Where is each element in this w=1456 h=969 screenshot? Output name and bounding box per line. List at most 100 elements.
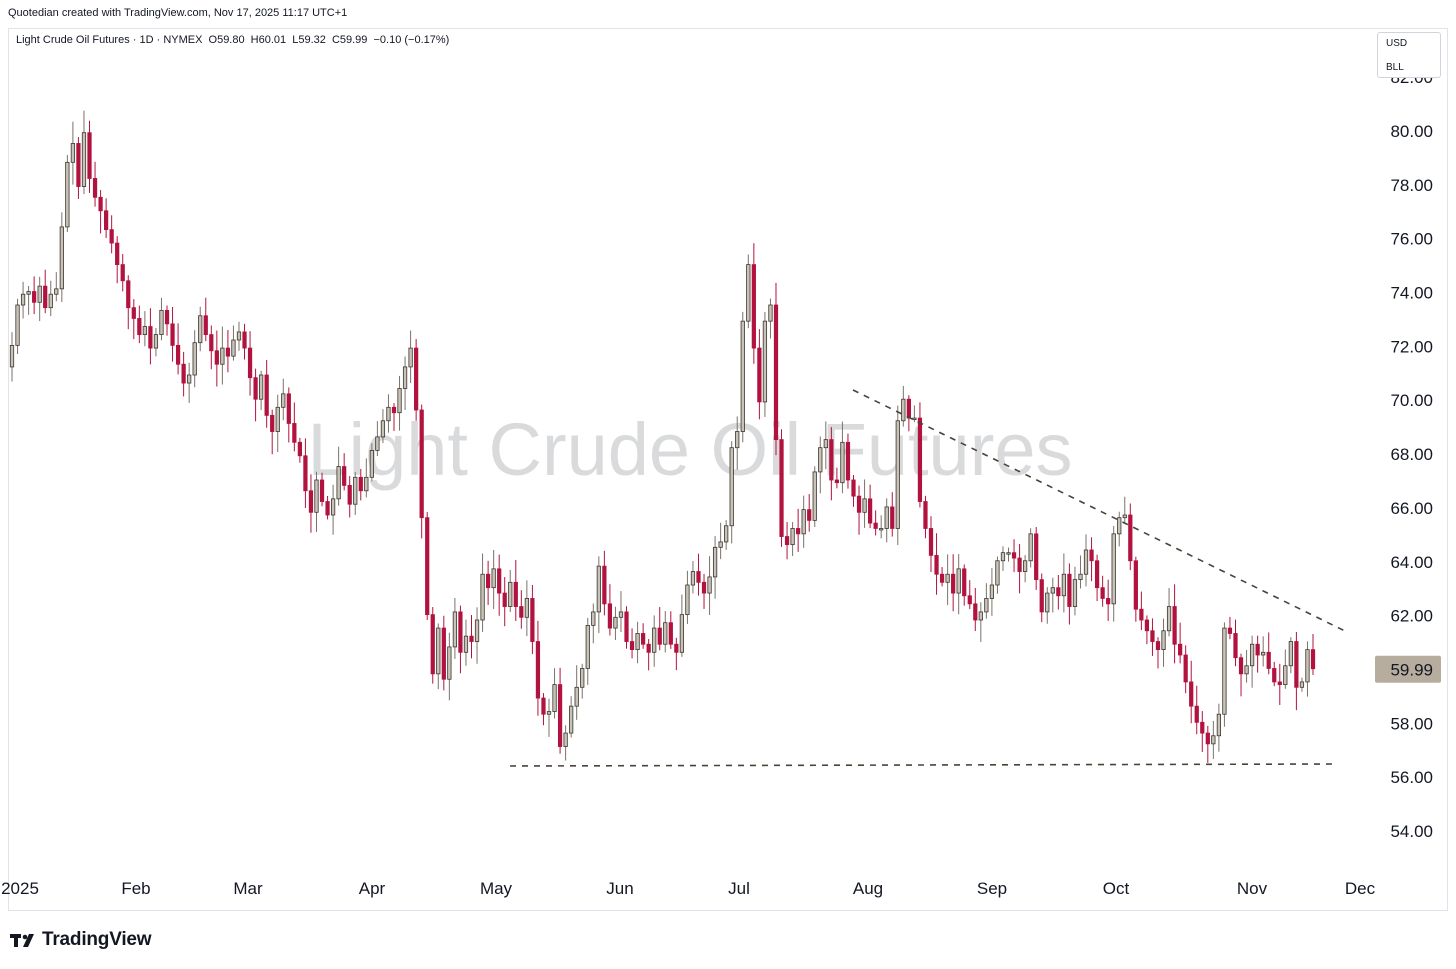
candle[interactable]: [1039, 573, 1044, 623]
candle[interactable]: [807, 494, 812, 532]
candle[interactable]: [1244, 649, 1249, 683]
candle[interactable]: [1266, 632, 1271, 675]
candle[interactable]: [740, 311, 745, 443]
candle[interactable]: [441, 615, 446, 691]
candle[interactable]: [1067, 563, 1072, 625]
candle[interactable]: [923, 495, 928, 539]
candle[interactable]: [386, 394, 391, 433]
candle[interactable]: [1277, 663, 1282, 706]
candle[interactable]: [485, 560, 491, 605]
candle[interactable]: [829, 427, 834, 501]
candle[interactable]: [391, 403, 397, 431]
candle[interactable]: [236, 321, 242, 351]
candle[interactable]: [1050, 577, 1055, 613]
candle[interactable]: [408, 330, 413, 384]
candle[interactable]: [9, 332, 15, 382]
candle[interactable]: [20, 281, 26, 319]
candle[interactable]: [1072, 566, 1078, 616]
candle[interactable]: [109, 215, 114, 254]
candle[interactable]: [624, 606, 629, 649]
candle[interactable]: [1299, 677, 1305, 692]
candle[interactable]: [541, 693, 546, 726]
candle[interactable]: [303, 438, 308, 508]
candle[interactable]: [48, 280, 53, 317]
candle[interactable]: [242, 323, 247, 360]
candle[interactable]: [696, 553, 701, 596]
candle[interactable]: [724, 520, 729, 550]
candle[interactable]: [308, 474, 314, 533]
candle[interactable]: [967, 580, 972, 610]
candle[interactable]: [873, 510, 878, 536]
candle[interactable]: [225, 329, 231, 373]
candle[interactable]: [995, 556, 1000, 594]
candle[interactable]: [76, 137, 81, 199]
candle[interactable]: [375, 421, 380, 457]
candle[interactable]: [851, 475, 856, 507]
candle[interactable]: [784, 522, 790, 560]
candle[interactable]: [818, 436, 823, 494]
candle[interactable]: [153, 328, 159, 357]
candle[interactable]: [552, 668, 557, 719]
candle[interactable]: [1078, 555, 1083, 589]
candle[interactable]: [862, 479, 867, 528]
candle[interactable]: [1249, 635, 1255, 688]
candle[interactable]: [751, 243, 756, 364]
candle[interactable]: [1194, 685, 1199, 735]
candle[interactable]: [142, 311, 147, 347]
candle[interactable]: [746, 254, 751, 329]
candle[interactable]: [1155, 637, 1161, 669]
candle[interactable]: [912, 405, 917, 423]
candle[interactable]: [707, 556, 712, 615]
candle[interactable]: [37, 276, 42, 322]
candle[interactable]: [934, 533, 939, 595]
candle[interactable]: [823, 421, 828, 470]
candle[interactable]: [220, 326, 225, 385]
candle[interactable]: [618, 591, 624, 633]
candle[interactable]: [834, 467, 840, 489]
candle[interactable]: [524, 580, 529, 637]
candle[interactable]: [1211, 720, 1216, 760]
candle[interactable]: [175, 323, 181, 375]
candle[interactable]: [32, 276, 37, 315]
candle[interactable]: [54, 272, 59, 302]
candle[interactable]: [1094, 554, 1100, 602]
candle[interactable]: [879, 515, 884, 539]
candle[interactable]: [87, 120, 92, 193]
candle[interactable]: [1200, 711, 1205, 753]
candle[interactable]: [768, 298, 773, 339]
candle[interactable]: [928, 516, 934, 573]
candle[interactable]: [1255, 635, 1260, 673]
candle[interactable]: [917, 402, 923, 508]
candle[interactable]: [330, 484, 336, 535]
candle[interactable]: [962, 564, 967, 606]
candle[interactable]: [380, 409, 386, 444]
candle[interactable]: [1106, 579, 1111, 621]
candle[interactable]: [463, 619, 469, 666]
candle[interactable]: [546, 698, 552, 737]
candle[interactable]: [137, 305, 142, 344]
candle[interactable]: [65, 154, 70, 232]
candle[interactable]: [126, 275, 131, 330]
candle[interactable]: [1023, 555, 1028, 583]
candle[interactable]: [884, 498, 889, 543]
candle[interactable]: [414, 338, 419, 421]
descending-trendline[interactable]: [852, 389, 1348, 633]
candle[interactable]: [347, 476, 352, 518]
candle[interactable]: [945, 554, 950, 606]
candle[interactable]: [1100, 575, 1105, 607]
candle[interactable]: [729, 441, 734, 544]
candle[interactable]: [602, 550, 607, 616]
candle[interactable]: [148, 308, 153, 365]
candle[interactable]: [867, 484, 873, 529]
candle[interactable]: [275, 394, 280, 453]
candle[interactable]: [342, 453, 347, 491]
candle[interactable]: [1261, 636, 1266, 667]
candle[interactable]: [314, 471, 319, 532]
candle[interactable]: [973, 587, 978, 632]
candle[interactable]: [701, 573, 707, 609]
candle[interactable]: [1216, 703, 1222, 752]
candle[interactable]: [1034, 527, 1039, 590]
support-line[interactable]: [509, 763, 1337, 767]
candle[interactable]: [718, 522, 723, 560]
candle[interactable]: [939, 567, 945, 587]
